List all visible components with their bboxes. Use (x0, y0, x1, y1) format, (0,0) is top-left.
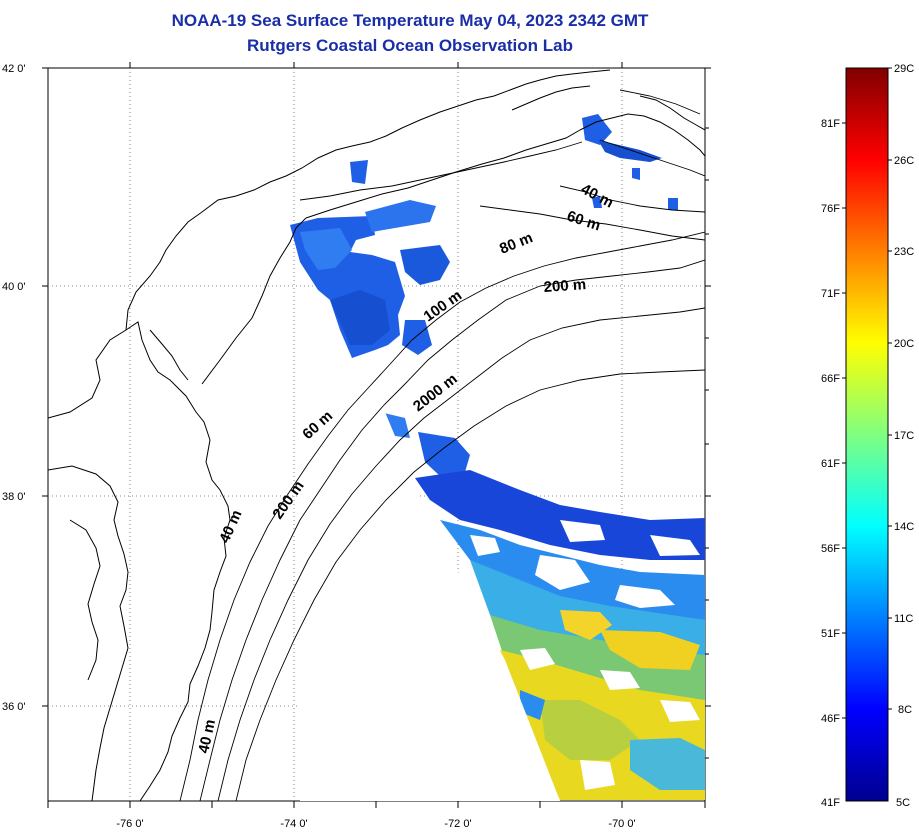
colorbar-c-20: 20C (894, 338, 914, 350)
colorbar-f-41: 41F (821, 797, 840, 809)
colorbar-c-29: 29C (894, 63, 914, 75)
contour-label-200m-north: 200 m (543, 276, 587, 296)
lat-label-38: 38 0' (2, 491, 26, 503)
lon-label-74: -74 0' (280, 818, 307, 830)
colorbar-f-71: 71F (821, 288, 840, 300)
lon-label-76: -76 0' (116, 818, 143, 830)
colorbar-c-11: 11C (894, 613, 913, 625)
lon-label-70: -70 0' (608, 818, 635, 830)
colorbar-f-61: 61F (821, 458, 840, 470)
colorbar-c-14: 14C (894, 521, 914, 533)
colorbar-f-66: 66F (821, 373, 840, 385)
coastline (48, 69, 705, 801)
colorbar-f-81: 81F (821, 118, 840, 130)
colorbar-c-8: 8C (898, 704, 912, 716)
colorbar (845, 67, 889, 802)
colorbar-f-46: 46F (821, 713, 840, 725)
map-subtitle: Rutgers Coastal Ocean Observation Lab (247, 36, 573, 55)
colorbar-c-26: 26C (894, 155, 914, 167)
colorbar-c-17: 17C (894, 430, 914, 442)
colorbar-ticks (842, 67, 892, 719)
lat-label-36: 36 0' (2, 701, 26, 713)
lat-label-40: 40 0' (2, 281, 26, 293)
sst-swath-south (300, 400, 705, 801)
colorbar-c-23: 23C (894, 246, 914, 258)
map-title: NOAA-19 Sea Surface Temperature May 04, … (171, 11, 649, 30)
colorbar-f-56: 56F (821, 543, 840, 555)
contour-label-40m-south: 40 m (195, 718, 219, 755)
colorbar-f-76: 76F (821, 203, 840, 215)
colorbar-c-5: 5C (896, 797, 910, 809)
frame-ticks (42, 62, 711, 808)
colorbar-f-51: 51F (821, 628, 840, 640)
lon-label-72: -72 0' (444, 818, 471, 830)
bathymetry-contours (179, 89, 705, 801)
sst-swath-north (290, 114, 678, 358)
lat-label-42: 42 0' (2, 63, 26, 75)
